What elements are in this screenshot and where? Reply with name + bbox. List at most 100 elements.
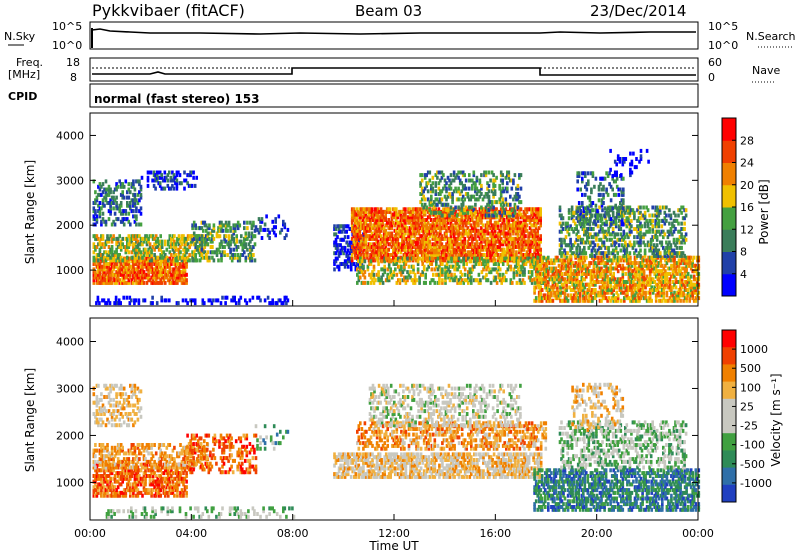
- power-cell: [641, 263, 644, 268]
- power-cell: [211, 234, 214, 239]
- power-cell: [428, 215, 432, 220]
- power-cell: [658, 298, 661, 303]
- power-cell: [534, 255, 538, 260]
- power-cell: [501, 213, 504, 218]
- power-cell: [115, 203, 118, 208]
- power-cell: [553, 290, 556, 295]
- power-cell: [481, 223, 485, 228]
- power-cell: [481, 236, 485, 241]
- power-cell: [496, 245, 500, 249]
- power-cell: [97, 242, 100, 247]
- power-cell: [601, 296, 605, 301]
- power-cell: [446, 202, 450, 207]
- power-cell: [172, 186, 176, 191]
- power-cell: [471, 253, 474, 257]
- power-cell: [194, 234, 197, 239]
- power-cell: [411, 218, 415, 222]
- power-cell: [487, 231, 491, 236]
- power-cell: [418, 256, 421, 261]
- power-cell: [373, 250, 377, 255]
- power-cell: [141, 262, 144, 266]
- power-cell: [127, 267, 131, 272]
- power-cell: [426, 239, 430, 244]
- power-cell: [265, 214, 268, 219]
- power-cell: [103, 280, 106, 285]
- power-cell: [238, 258, 242, 263]
- power-cell: [438, 264, 441, 269]
- power-cell: [504, 226, 508, 231]
- power-cell: [544, 285, 547, 290]
- power-cell: [112, 275, 115, 280]
- power-cell: [607, 296, 611, 301]
- power-cell: [487, 194, 491, 199]
- power-cell: [568, 258, 571, 263]
- power-cell: [342, 227, 345, 231]
- power-cell: [135, 222, 138, 227]
- power-cell: [516, 194, 520, 199]
- power-cell: [218, 245, 222, 249]
- power-cell: [481, 234, 485, 239]
- power-cell: [238, 255, 242, 260]
- power-cell: [536, 212, 539, 217]
- power-cell: [263, 227, 267, 232]
- power-cell: [367, 234, 371, 239]
- power-cell: [138, 255, 141, 260]
- power-cell: [624, 293, 628, 298]
- power-cell: [656, 269, 660, 274]
- power-cell: [109, 250, 112, 255]
- power-cell: [458, 242, 462, 247]
- power-cell: [141, 275, 144, 280]
- power-cell: [443, 236, 447, 241]
- power-cell: [571, 280, 574, 284]
- power-cell: [588, 285, 591, 290]
- power-cell: [460, 218, 463, 222]
- power-scatter-layer: [92, 148, 701, 306]
- power-cell: [376, 250, 380, 255]
- power-cell: [413, 239, 416, 244]
- power-cell: [446, 220, 450, 225]
- power-cell: [178, 181, 182, 186]
- power-cell: [434, 207, 438, 212]
- power-cell: [472, 194, 476, 199]
- power-cell: [106, 280, 109, 285]
- power-cell: [246, 236, 249, 241]
- power-cell: [189, 236, 193, 241]
- power-cell: [360, 212, 363, 217]
- power-cell: [518, 255, 521, 260]
- power-cell: [501, 275, 505, 280]
- power-cell: [461, 183, 465, 188]
- power-cell: [171, 234, 175, 239]
- power-cell: [434, 173, 438, 178]
- power-cell: [487, 245, 491, 249]
- power-cell: [627, 274, 631, 279]
- power-cell: [481, 207, 485, 212]
- power-cell: [98, 256, 102, 261]
- power-cell: [122, 272, 126, 277]
- power-cell: [464, 209, 468, 214]
- power-cell: [466, 250, 470, 255]
- power-cell: [104, 198, 108, 203]
- power-cell: [229, 247, 232, 252]
- power-cell: [428, 245, 432, 249]
- power-cell: [98, 214, 102, 219]
- power-cell: [367, 207, 371, 212]
- power-cell: [206, 242, 210, 247]
- power-cell: [431, 223, 435, 228]
- power-cell: [430, 200, 433, 205]
- power-cell: [129, 275, 132, 280]
- power-cell: [516, 234, 520, 239]
- power-cell: [375, 209, 378, 214]
- power-cell: [439, 239, 442, 244]
- power-cell: [471, 212, 474, 217]
- power-cell: [443, 213, 447, 218]
- power-cell: [591, 298, 594, 303]
- power-cell: [454, 209, 457, 214]
- power-cell: [598, 269, 602, 274]
- power-cell: [539, 277, 542, 282]
- power-cell: [484, 213, 488, 218]
- power-cell: [399, 220, 403, 225]
- power-cell: [536, 274, 539, 279]
- power-cell: [422, 189, 425, 194]
- power-cell: [227, 234, 231, 239]
- power-cell: [177, 170, 180, 175]
